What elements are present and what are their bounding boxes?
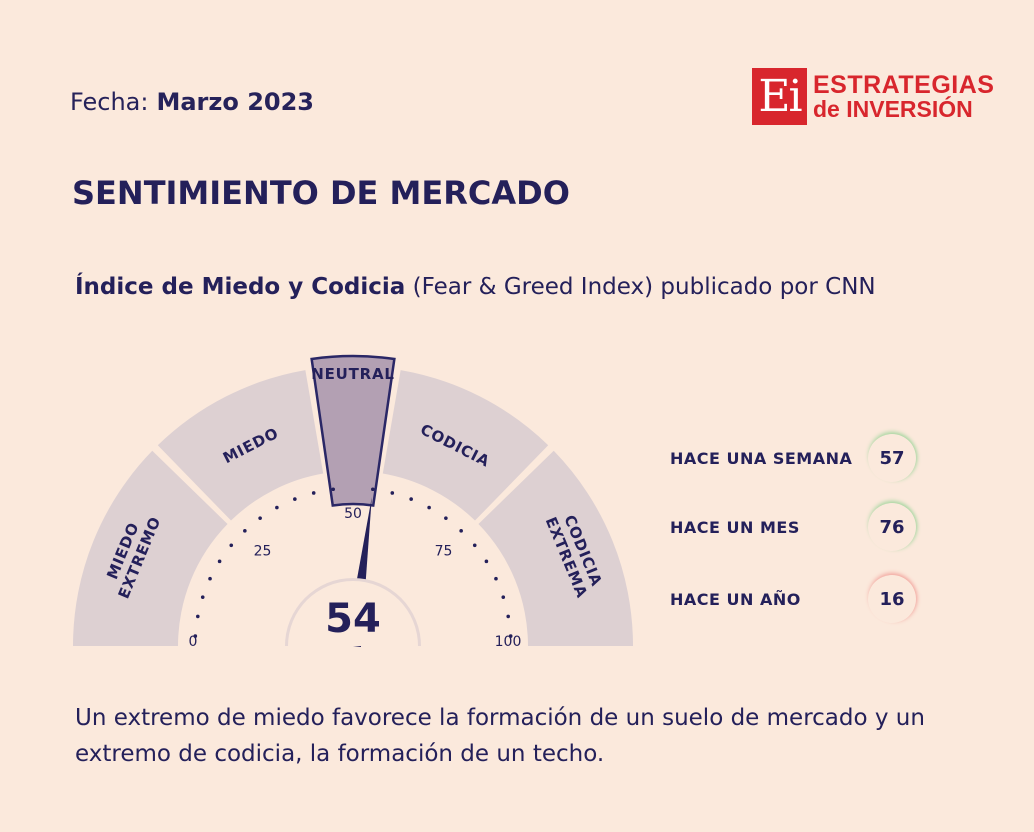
logo-wordmark: ESTRATEGIAS de INVERSIÓN bbox=[813, 70, 995, 122]
gauge-tick-dot bbox=[459, 529, 463, 533]
gauge-tick-dot bbox=[501, 595, 506, 599]
gauge-tick-dot bbox=[200, 595, 205, 599]
history-row: HACE UNA SEMANA 57 bbox=[670, 433, 940, 483]
gauge-tick-dot bbox=[243, 529, 247, 533]
gauge-segment bbox=[157, 370, 324, 521]
history-row: HACE UN AÑO 16 bbox=[670, 574, 940, 624]
gauge-tick-dot bbox=[331, 487, 335, 492]
history-label: HACE UN AÑO bbox=[670, 589, 801, 609]
gauge-segment bbox=[382, 370, 549, 521]
date-line: Fecha: Marzo 2023 bbox=[70, 88, 314, 116]
gauge-tick-dot bbox=[293, 497, 297, 501]
page-title: SENTIMIENTO DE MERCADO bbox=[72, 174, 570, 212]
subtitle: Índice de Miedo y Codicia (Fear & Greed … bbox=[75, 274, 876, 300]
gauge-segment bbox=[478, 450, 633, 646]
gauge-tick-dot bbox=[217, 559, 222, 564]
gauge-segment-label: NEUTRAL bbox=[311, 365, 395, 383]
history-value-badge: 76 bbox=[868, 503, 916, 551]
gauge-tick-dot bbox=[195, 614, 200, 619]
subtitle-source: (Fear & Greed Index) publicado por CNN bbox=[405, 274, 876, 300]
gauge-tick-dot bbox=[409, 497, 413, 501]
gauge-tick-label: 0 bbox=[189, 634, 198, 650]
footer-note: Un extremo de miedo favorece la formació… bbox=[75, 705, 925, 767]
gauge-tick-dot bbox=[371, 487, 375, 492]
gauge-tick-dot bbox=[472, 543, 477, 548]
gauge-tick-label: 100 bbox=[495, 634, 522, 650]
gauge-tick-dot bbox=[390, 491, 395, 495]
history-row: HACE UN MES 76 bbox=[670, 502, 940, 552]
fear-greed-gauge: MIEDOEXTREMOMIEDONEUTRALCODICIACODICIAEX… bbox=[73, 354, 633, 650]
gauge-tick-dot bbox=[193, 634, 198, 638]
gauge-tick-label: 25 bbox=[254, 543, 272, 559]
gauge-segment-active bbox=[310, 354, 396, 507]
history-value-badge: 16 bbox=[868, 575, 916, 623]
gauge-segment-label-line: NEUTRAL bbox=[311, 365, 395, 383]
gauge-tick-dot bbox=[444, 516, 448, 520]
brand-logo: Ei ESTRATEGIAS de INVERSIÓN bbox=[752, 68, 994, 125]
gauge-hub bbox=[288, 581, 418, 646]
gauge-tick-dot bbox=[484, 559, 489, 564]
date-label: Fecha: bbox=[70, 88, 149, 116]
gauge-value: 54 bbox=[325, 596, 381, 642]
gauge-tick-label: 75 bbox=[435, 543, 453, 559]
gauge-tick-dot bbox=[208, 576, 212, 581]
gauge-tick-dot bbox=[258, 516, 262, 520]
gauge-tick-dot bbox=[275, 505, 279, 510]
logo-mark: Ei bbox=[752, 68, 807, 125]
subtitle-index-name: Índice de Miedo y Codicia bbox=[75, 274, 406, 300]
history-label: HACE UNA SEMANA bbox=[670, 448, 853, 468]
gauge-tick-dot bbox=[508, 634, 513, 638]
gauge-tick-label: 50 bbox=[344, 506, 362, 522]
gauge-tick-dot bbox=[427, 505, 431, 510]
logo-line2: de INVERSIÓN bbox=[813, 95, 973, 122]
gauge-tick-dot bbox=[311, 491, 316, 495]
gauge-segment bbox=[73, 450, 228, 646]
date-value: Marzo 2023 bbox=[156, 88, 314, 116]
logo-line1: ESTRATEGIAS bbox=[813, 70, 995, 99]
gauge-tick-dot bbox=[494, 576, 498, 581]
history-value-badge: 57 bbox=[868, 434, 916, 482]
gauge-tick-dot bbox=[506, 614, 511, 619]
history-label: HACE UN MES bbox=[670, 517, 800, 537]
gauge-tick-dot bbox=[229, 543, 234, 548]
